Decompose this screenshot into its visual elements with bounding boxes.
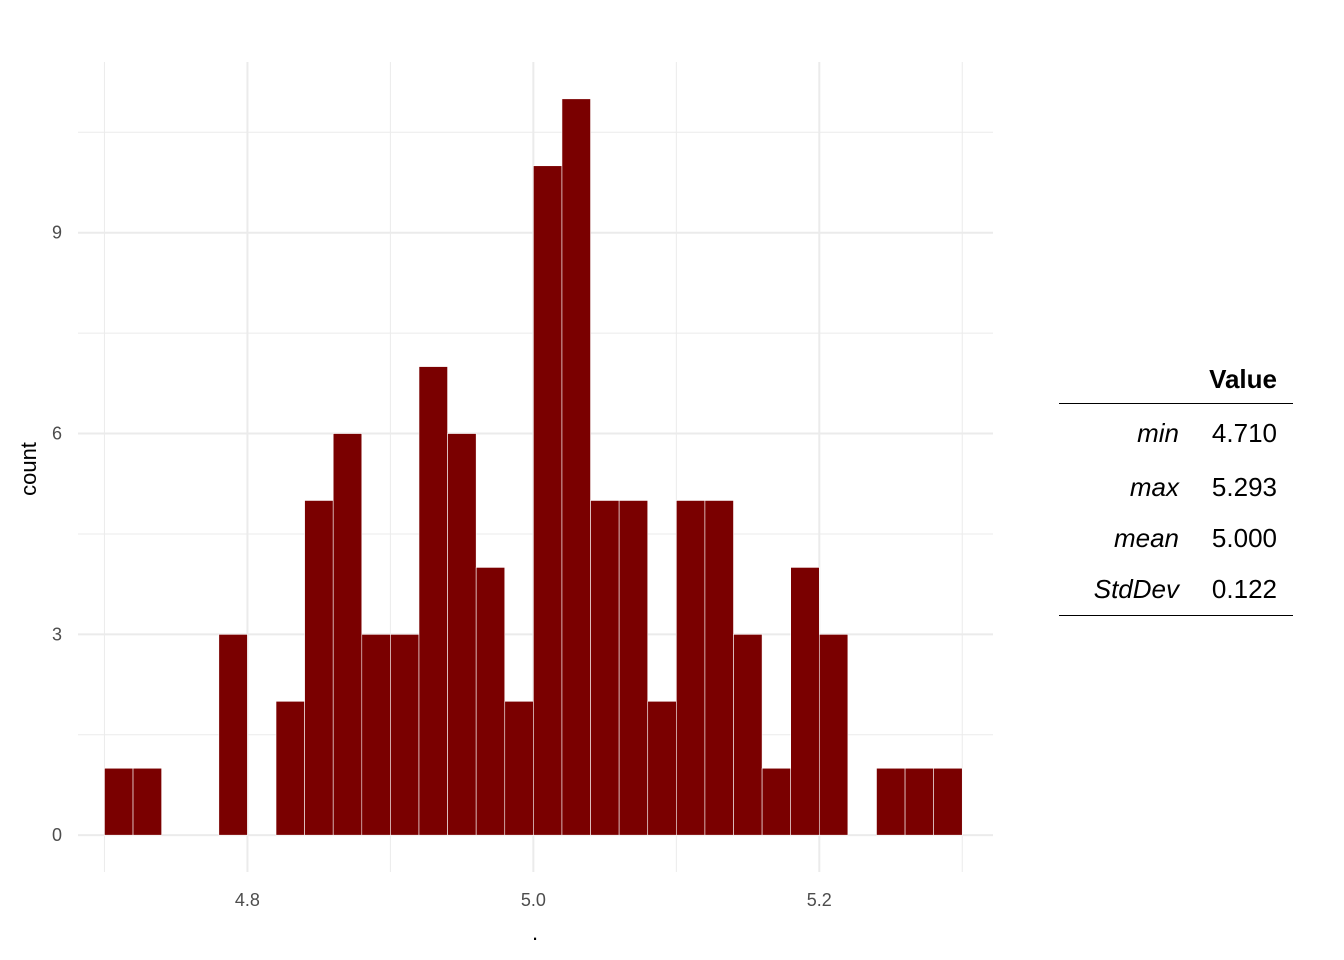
histogram-bar <box>590 500 620 836</box>
histogram-bar <box>533 165 563 836</box>
table-header-value: Value <box>1203 362 1293 404</box>
histogram-bar <box>304 500 334 836</box>
histogram-bar <box>361 634 391 836</box>
histogram-bar <box>761 767 791 836</box>
histogram-bar <box>332 433 363 836</box>
histogram-bar <box>504 700 534 836</box>
histogram-bar <box>733 634 763 836</box>
table-row: min 4.710 <box>1059 404 1293 463</box>
histogram-bar <box>618 500 649 836</box>
table-row: StdDev 0.122 <box>1059 564 1293 616</box>
table-row: max 5.293 <box>1059 462 1293 513</box>
stat-value: 5.293 <box>1211 472 1277 502</box>
y-tick-label: 0 <box>52 825 62 845</box>
histogram-bar <box>647 700 677 836</box>
summary-stats-table: Value min 4.710 max 5.293 mean 5.000 Std… <box>1059 362 1293 616</box>
histogram-bar <box>447 433 477 836</box>
histogram-bar <box>418 366 448 836</box>
table-row: mean 5.000 <box>1059 513 1293 564</box>
stat-name: mean <box>1113 523 1179 553</box>
stat-name: min <box>1137 417 1179 448</box>
stat-value: 0.122 <box>1203 564 1293 616</box>
histogram-bar <box>704 500 734 836</box>
histogram-bar <box>132 767 162 836</box>
histogram-bar <box>790 567 820 836</box>
histogram-bar <box>561 98 591 836</box>
histogram-bar <box>275 700 305 836</box>
stat-name: max <box>1129 472 1179 502</box>
stat-value: 5.000 <box>1211 523 1277 553</box>
x-tick-label: 4.8 <box>235 890 260 910</box>
histogram-bar <box>876 767 906 836</box>
histogram-bar <box>676 500 706 836</box>
y-tick-label: 3 <box>52 624 62 644</box>
histogram-bars <box>104 98 963 836</box>
x-tick-label: 5.0 <box>521 890 546 910</box>
x-tick-label: 5.2 <box>807 890 832 910</box>
histogram-bar <box>933 767 963 836</box>
y-tick-label: 9 <box>52 223 62 243</box>
table-header-blank <box>1059 362 1203 404</box>
y-axis-title: count <box>16 442 41 496</box>
stat-value: 4.710 <box>1211 417 1277 448</box>
histogram-bar <box>904 767 934 836</box>
y-tick-label: 6 <box>52 424 62 444</box>
histogram-bar <box>818 634 849 836</box>
histogram-bar <box>475 567 506 836</box>
x-axis-title: . <box>532 920 538 945</box>
axis-ticks: 4.8 5.0 5.2 0 3 6 9 <box>52 223 832 910</box>
stat-name: StdDev <box>1059 564 1203 616</box>
histogram-bar <box>218 634 248 836</box>
table-header-row: Value <box>1059 362 1293 404</box>
histogram-bar <box>104 767 134 836</box>
histogram-bar <box>390 634 420 836</box>
